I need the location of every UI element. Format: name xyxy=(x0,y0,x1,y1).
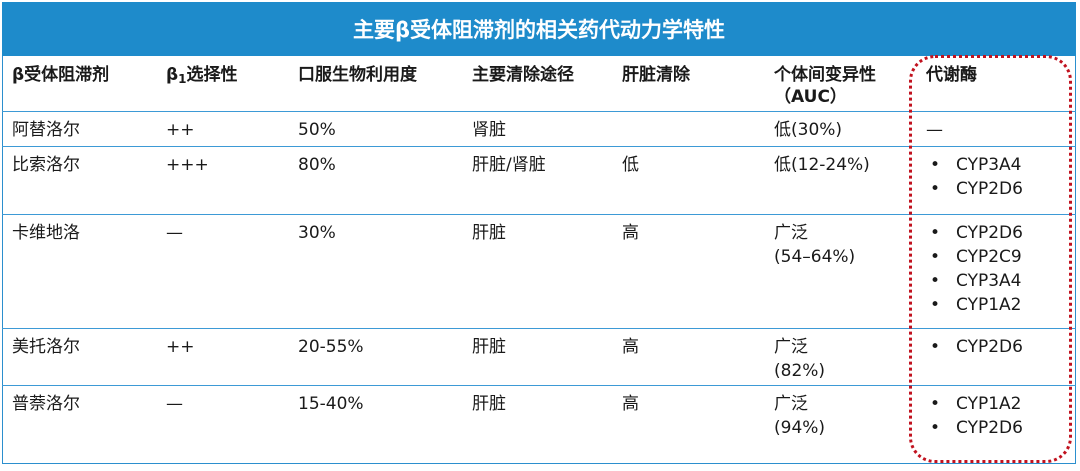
cell-variability: 广泛 (94%) xyxy=(764,384,916,443)
enzyme-item: CYP1A2 xyxy=(926,293,1068,317)
cell-drug: 美托洛尔 xyxy=(2,327,156,385)
enzyme-item: CYP2D6 xyxy=(926,416,1068,440)
cell-drug: 卡维地洛 xyxy=(2,213,156,328)
cell-hepatic: 高 xyxy=(612,384,764,443)
header-enzymes: 代谢酶 xyxy=(926,65,977,85)
enzyme-item: CYP2C9 xyxy=(926,245,1068,269)
cell-enzymes: CYP2D6 CYP2C9 CYP3A4 CYP1A2 xyxy=(916,213,1076,328)
header-bioavailability: 口服生物利用度 xyxy=(298,65,417,85)
cell-hepatic: 高 xyxy=(612,213,764,328)
cell-elimination: 肝脏 xyxy=(462,384,612,443)
header-hepatic: 肝脏清除 xyxy=(622,65,690,85)
enzyme-item: CYP1A2 xyxy=(926,392,1068,416)
enzyme-item: CYP2D6 xyxy=(926,177,1068,201)
cell-selectivity: — xyxy=(156,213,288,328)
cell-hepatic: 低 xyxy=(612,145,764,214)
cell-hepatic: 高 xyxy=(612,327,764,385)
cell-enzymes: CYP2D6 xyxy=(916,327,1076,385)
header-drug: β受体阻滞剂 xyxy=(12,65,110,85)
cell-bioavailability: 80% xyxy=(288,145,462,214)
cell-elimination: 肾脏 xyxy=(462,110,612,146)
enzyme-item: CYP3A4 xyxy=(926,269,1068,293)
enzyme-item: CYP3A4 xyxy=(926,153,1068,177)
cell-enzymes: — xyxy=(916,110,1076,146)
table-row: 美托洛尔 ++ 20-55% 肝脏 高 广泛(82%) CYP2D6 xyxy=(2,327,1076,385)
pharmacokinetics-table: β受体阻滞剂 β1选择性 口服生物利用度 主要清除途径 肝脏清除 个体间变异性（… xyxy=(2,56,1076,443)
cell-elimination: 肝脏/肾脏 xyxy=(462,145,612,214)
enzyme-item: CYP2D6 xyxy=(926,221,1068,245)
cell-enzymes: CYP3A4 CYP2D6 xyxy=(916,145,1076,214)
enzyme-column-highlight xyxy=(909,55,1072,463)
cell-selectivity: — xyxy=(156,384,288,443)
cell-selectivity: ++ xyxy=(156,327,288,385)
cell-selectivity: +++ xyxy=(156,145,288,214)
cell-hepatic xyxy=(612,110,764,146)
cell-elimination: 肝脏 xyxy=(462,213,612,328)
cell-drug: 普萘洛尔 xyxy=(2,384,156,443)
table-row: 阿替洛尔 ++ 50% 肾脏 低(30%) — xyxy=(2,110,1076,146)
cell-bioavailability: 15-40% xyxy=(288,384,462,443)
cell-drug: 阿替洛尔 xyxy=(2,110,156,146)
cell-variability: 广泛 (82%) xyxy=(764,327,916,385)
cell-drug: 比索洛尔 xyxy=(2,145,156,214)
header-row: β受体阻滞剂 β1选择性 口服生物利用度 主要清除途径 肝脏清除 个体间变异性（… xyxy=(2,56,1076,111)
cell-enzymes: CYP1A2 CYP2D6 xyxy=(916,384,1076,443)
cell-bioavailability: 50% xyxy=(288,110,462,146)
cell-variability: 广泛 (54–64%) xyxy=(764,213,916,328)
enzyme-item: CYP2D6 xyxy=(926,335,1068,359)
table-row: 比索洛尔 +++ 80% 肝脏/肾脏 低 低(12-24%) CYP3A4 CY… xyxy=(2,145,1076,214)
cell-variability: 低(30%) xyxy=(764,110,916,146)
header-selectivity: β1选择性 xyxy=(166,65,238,86)
cell-selectivity: ++ xyxy=(156,110,288,146)
cell-elimination: 肝脏 xyxy=(462,327,612,385)
header-variability: 个体间变异性 （AUC） xyxy=(774,65,876,107)
table-title: 主要β受体阻滞剂的相关药代动力学特性 xyxy=(2,2,1076,56)
header-elimination: 主要清除途径 xyxy=(472,65,574,85)
cell-bioavailability: 30% xyxy=(288,213,462,328)
cell-bioavailability: 20-55% xyxy=(288,327,462,385)
table-row: 卡维地洛 — 30% 肝脏 高 广泛(54–64%) CYP2D6 CYP2C9… xyxy=(2,213,1076,328)
table-row: 普萘洛尔 — 15-40% 肝脏 高 广泛(94%) CYP1A2 CYP2D6 xyxy=(2,384,1076,443)
cell-variability: 低(12-24%) xyxy=(764,145,916,214)
